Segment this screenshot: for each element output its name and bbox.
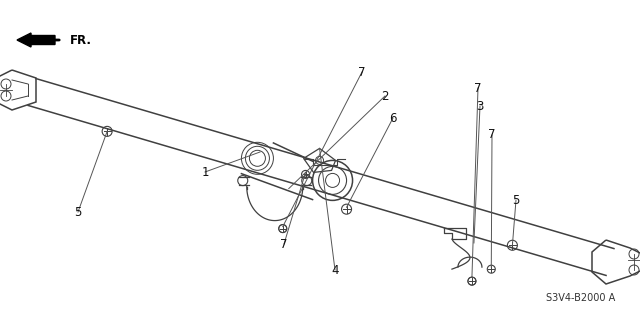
Text: 7: 7 [280,237,288,251]
Text: 2: 2 [381,90,388,102]
Text: FR.: FR. [70,34,92,46]
Text: 7: 7 [474,82,482,94]
Text: 6: 6 [389,111,397,124]
Text: 5: 5 [74,205,82,219]
Text: 5: 5 [512,194,520,206]
Text: 7: 7 [488,129,496,141]
Text: 3: 3 [476,100,484,113]
Text: 7: 7 [358,66,365,78]
Text: S3V4-B2000 A: S3V4-B2000 A [546,293,615,303]
FancyArrow shape [17,33,55,47]
Text: 4: 4 [332,263,339,276]
Text: 1: 1 [201,165,209,179]
